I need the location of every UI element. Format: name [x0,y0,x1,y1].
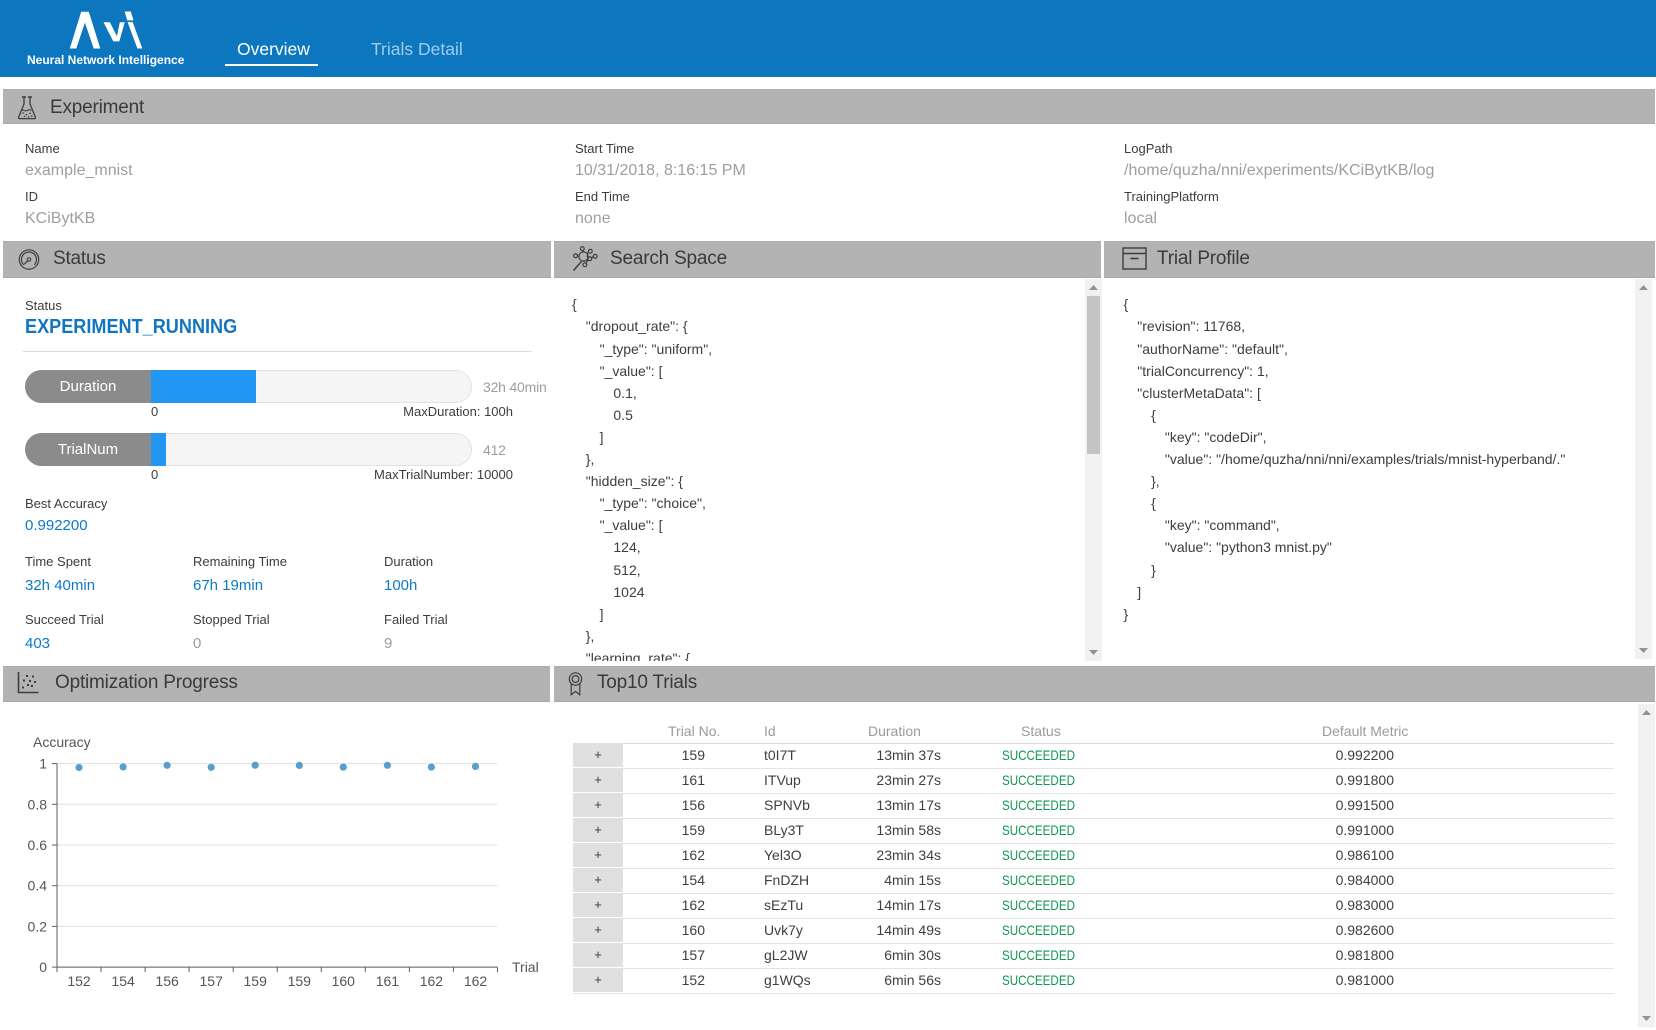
svg-text:159: 159 [288,973,312,989]
svg-text:152: 152 [67,973,91,989]
svg-text:161: 161 [376,973,400,989]
svg-text:159: 159 [244,973,268,989]
svg-text:162: 162 [464,973,488,989]
svg-text:0.2: 0.2 [28,918,48,934]
svg-text:162: 162 [420,973,444,989]
svg-text:Accuracy: Accuracy [33,734,91,750]
svg-text:0: 0 [39,959,47,975]
svg-text:154: 154 [111,973,135,989]
svg-text:160: 160 [332,973,356,989]
svg-text:1: 1 [39,756,47,772]
svg-text:0.8: 0.8 [28,796,48,812]
svg-text:0.6: 0.6 [28,837,48,853]
svg-text:157: 157 [200,973,224,989]
svg-text:156: 156 [155,973,179,989]
svg-text:Trial: Trial [512,959,539,975]
svg-text:0.4: 0.4 [28,878,48,894]
